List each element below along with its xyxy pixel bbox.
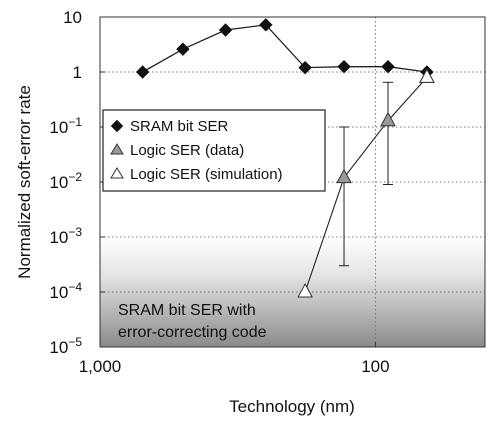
shaded-region-label-line2: error-correcting code — [118, 324, 267, 341]
legend-marker-logic-data — [110, 143, 124, 155]
plot-frame — [99, 16, 486, 348]
shaded-region-label-line1: SRAM bit SER with — [118, 302, 256, 319]
logic-ser-simulation-point — [419, 68, 435, 83]
legend-label-logic-data: Logic SER (data) — [130, 142, 244, 159]
sram-ser-point — [381, 59, 395, 74]
y-tick-labels: 10 1 10−1 10−2 10−3 10−4 10−5 — [49, 8, 105, 357]
sram-ser-point — [259, 18, 273, 32]
y-tick-label: 1 — [73, 63, 82, 82]
y-tick-label: 10−1 — [49, 115, 82, 137]
series-layer — [135, 18, 435, 298]
sram-ser-line — [142, 24, 428, 73]
sram-ser-point — [176, 42, 190, 56]
sram-ser-point — [135, 65, 150, 79]
logic-ser-line — [304, 76, 428, 293]
legend: SRAM bit SER Logic SER (data) Logic SER … — [102, 109, 326, 192]
y-tick-label: 10−4 — [49, 280, 82, 302]
x-tick-label: 100 — [361, 357, 389, 376]
x-axis-label: Technology (nm) — [229, 397, 355, 416]
logic-ser-data-point — [336, 168, 352, 184]
legend-marker-sram — [110, 119, 124, 133]
y-tick-label: 10−5 — [49, 335, 82, 357]
sram-ser-point — [218, 23, 233, 37]
y-tick-label: 10 — [63, 8, 82, 27]
x-tick-label: 1,000 — [79, 357, 122, 376]
logic-ser-simulation-point — [297, 282, 313, 298]
sram-ser-point — [337, 59, 351, 74]
legend-box — [102, 109, 326, 192]
y-tick-label: 10−2 — [49, 170, 82, 192]
logic-ser-data-point — [380, 111, 396, 127]
legend-label-logic-sim: Logic SER (simulation) — [130, 166, 283, 183]
sram-ser-point — [298, 60, 312, 75]
y-axis-label: Normalized soft-error rate — [15, 85, 34, 279]
legend-label-sram: SRAM bit SER — [130, 118, 229, 135]
y-tick-label: 10−3 — [49, 225, 82, 247]
legend-marker-logic-sim — [110, 167, 124, 179]
